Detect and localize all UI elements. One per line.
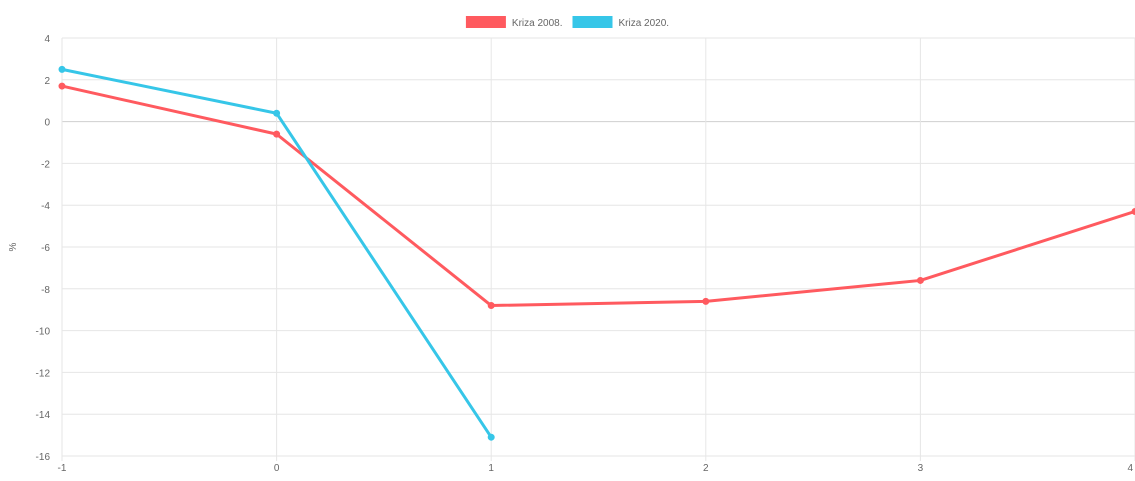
x-tick-label: 3: [918, 463, 924, 474]
x-axis-tick-labels: -1 0 1 2 3 4: [58, 463, 1134, 474]
data-point[interactable]: [273, 109, 281, 117]
series-line-0: [60, 84, 1135, 308]
legend-swatch: [572, 16, 613, 28]
legend-item-1[interactable]: Kriza 2020.: [572, 16, 670, 29]
y-tick-label: 2: [44, 76, 50, 87]
y-axis-tick-labels: 4 2 0 -2 -4 -6 -8 -10 -12 -14 -16: [36, 34, 51, 463]
y-tick-label: 0: [44, 118, 50, 129]
data-point[interactable]: [487, 302, 495, 310]
x-tick-label: -1: [58, 463, 67, 474]
grid: [61, 37, 1135, 461]
x-tick-label: 0: [274, 463, 280, 474]
x-tick-label: 2: [703, 463, 709, 474]
legend-swatch: [465, 16, 506, 28]
data-point[interactable]: [273, 130, 281, 138]
data-point[interactable]: [487, 433, 495, 441]
y-tick-label: -10: [36, 327, 51, 338]
data-point[interactable]: [58, 82, 66, 90]
y-tick-label: -8: [41, 285, 50, 296]
legend-item-0[interactable]: Kriza 2008.: [465, 16, 563, 29]
legend: Kriza 2008. Kriza 2020.: [465, 16, 670, 29]
legend-label: Kriza 2020.: [619, 18, 670, 29]
y-tick-label: -12: [36, 368, 51, 379]
y-tick-label: -2: [41, 159, 50, 170]
y-tick-label: -4: [41, 201, 50, 212]
y-tick-label: -14: [36, 410, 51, 421]
x-tick-label: 1: [488, 463, 494, 474]
y-tick-label: -6: [41, 243, 50, 254]
data-point[interactable]: [58, 65, 66, 73]
y-axis-label: %: [8, 242, 19, 251]
series-points: [58, 65, 1135, 441]
y-tick-label: -16: [36, 452, 51, 463]
x-tick-label: 4: [1127, 463, 1133, 474]
data-point[interactable]: [916, 276, 924, 284]
data-point[interactable]: [1131, 207, 1135, 215]
data-point[interactable]: [702, 297, 710, 305]
y-tick-label: 4: [44, 34, 50, 45]
legend-label: Kriza 2008.: [512, 18, 563, 29]
series-lines: [60, 67, 1135, 439]
